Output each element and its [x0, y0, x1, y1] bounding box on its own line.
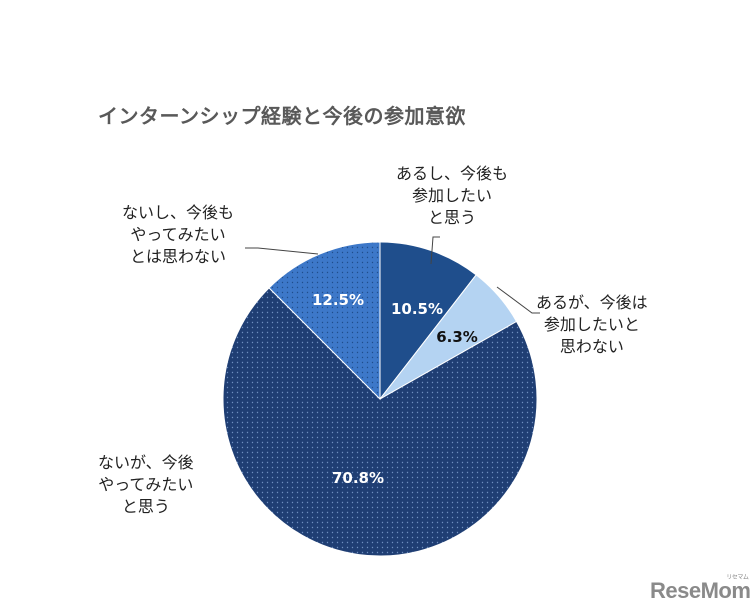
pie-slice-4: [268, 241, 381, 401]
leader-line-1: [430, 236, 440, 265]
slice-label-2: あるが、今後は 参加したいと 思わない: [536, 293, 648, 356]
slice-value-4: 12.5%: [312, 291, 364, 309]
pie-slice-3: [222, 287, 538, 557]
leader-line-2: [496, 286, 540, 314]
slice-value-labels: 10.5% 6.3% 70.8% 12.5%: [312, 291, 478, 487]
slice-value-1: 10.5%: [391, 300, 443, 318]
slice-value-3: 70.8%: [332, 469, 384, 487]
chart-title: インターンシップ経験と今後の参加意欲: [98, 104, 466, 128]
resemom-logo: ReseMom リセマム: [650, 575, 751, 603]
slice-label-4: ないし、今後も やってみたい とは思わない: [122, 203, 235, 266]
leader-line-4: [245, 247, 319, 255]
pie-slice-1: [379, 241, 477, 401]
slice-value-2: 6.3%: [436, 328, 478, 346]
pie-slices: [222, 241, 538, 557]
leader-lines: [245, 236, 540, 314]
slice-label-3: ないが、今後 やってみたい と思う: [98, 453, 194, 516]
slice-label-1: あるし、今後も 参加したい と思う: [396, 164, 509, 227]
